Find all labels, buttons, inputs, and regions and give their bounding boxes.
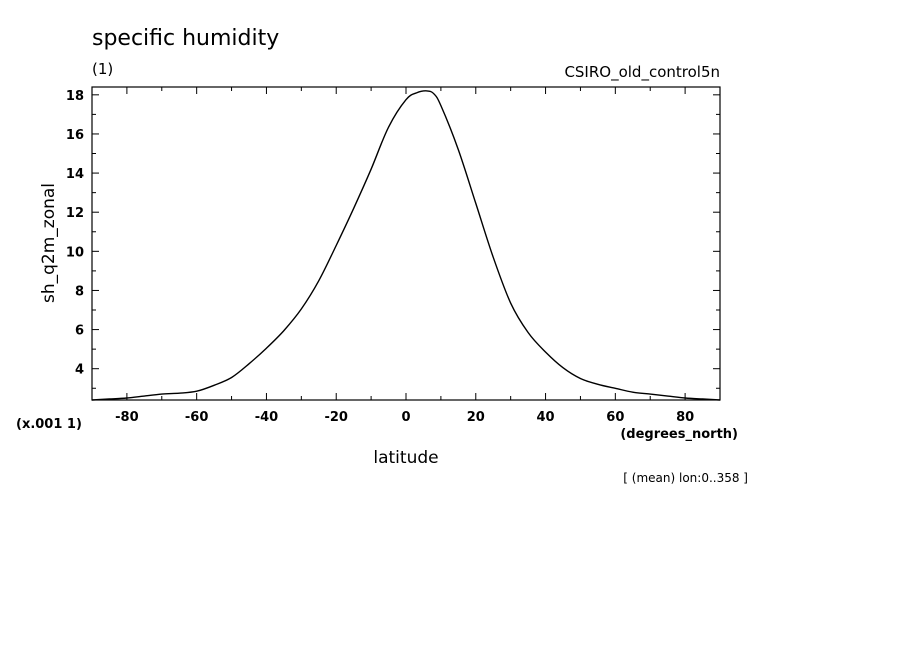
x-tick-label: -20 (324, 410, 348, 425)
y-axis-tick-labels: 4 6 8 10 12 14 16 18 (66, 89, 84, 378)
y-tick-label: 18 (66, 89, 84, 104)
x-units-label: (degrees_north) (620, 427, 738, 442)
series-line (91, 90, 721, 401)
x-tick-label: 80 (676, 410, 694, 425)
x-tick-label: 20 (467, 410, 485, 425)
y-scale-label: (x.001 1) (16, 417, 82, 432)
x-tick-label: -40 (255, 410, 279, 425)
y-tick-label: 4 (75, 363, 84, 378)
chart-title: specific humidity (92, 26, 279, 51)
x-tick-label: 0 (401, 410, 410, 425)
x-tick-label: 60 (606, 410, 624, 425)
y-axis-ticks (92, 94, 720, 389)
y-tick-label: 16 (66, 128, 84, 143)
chart-subtitle: (1) (92, 60, 113, 78)
x-tick-label: -60 (185, 410, 209, 425)
plot-frame (91, 86, 721, 401)
x-axis-label: latitude (373, 448, 438, 468)
y-axis-label: sh_q2m_zonal (39, 183, 59, 303)
y-tick-label: 6 (75, 324, 84, 339)
y-tick-label: 14 (66, 167, 84, 182)
y-tick-label: 10 (66, 245, 84, 260)
footnote: [ (mean) lon:0..358 ] (623, 471, 748, 485)
x-tick-label: 40 (537, 410, 555, 425)
dataset-label: CSIRO_old_control5n (564, 63, 720, 82)
x-axis-ticks (91, 87, 721, 400)
x-tick-label: -80 (115, 410, 139, 425)
y-tick-label: 8 (75, 284, 84, 299)
y-tick-label: 12 (66, 206, 84, 221)
x-axis-tick-labels: -80 -60 -40 -20 0 20 40 60 80 (115, 410, 694, 425)
